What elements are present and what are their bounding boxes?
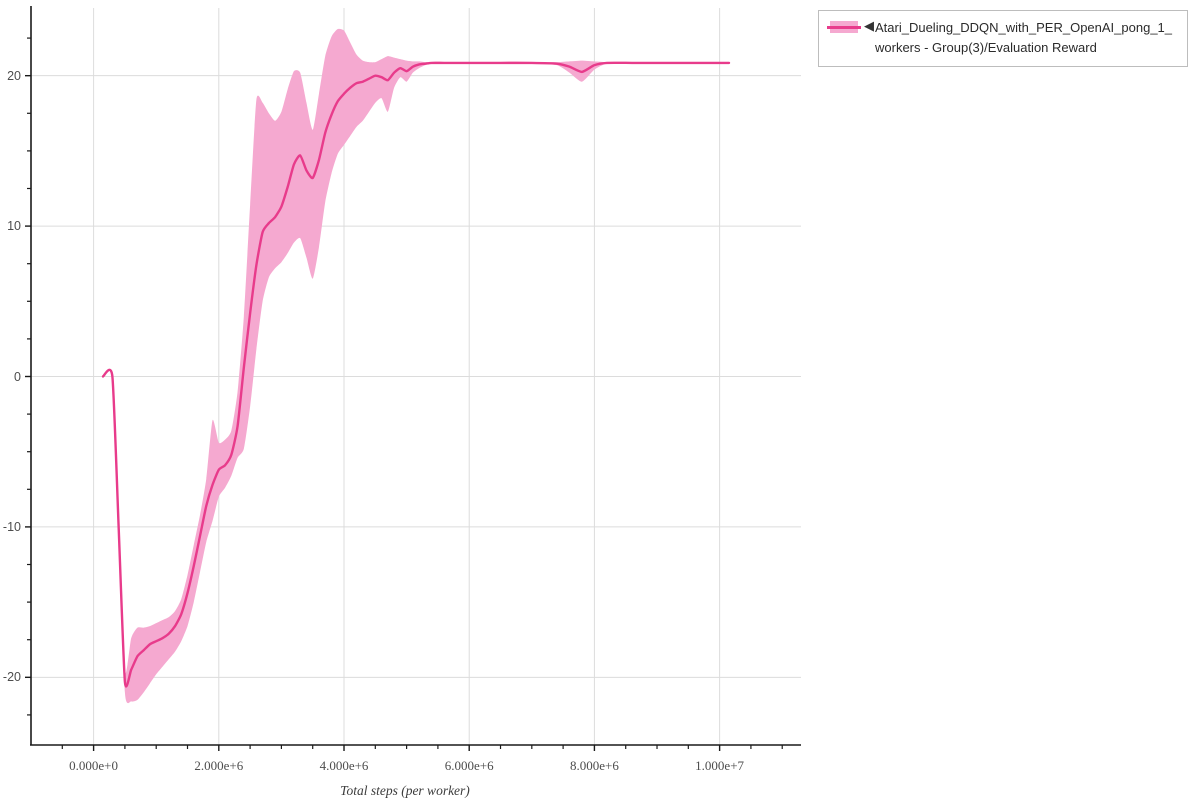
- legend-entry[interactable]: ◀ Atari_Dueling_DDQN_with_PER_OpenAI_pon…: [827, 18, 1179, 58]
- plot-area: [25, 6, 801, 751]
- mean-line: [101, 61, 731, 688]
- x-axis-title: Total steps (per worker): [340, 783, 470, 798]
- legend-left-triangle-icon: ◀: [864, 18, 874, 33]
- axis-ticks: [25, 37, 783, 751]
- evaluation-reward-line-chart: [25, 6, 801, 751]
- y-tick-label: 0: [14, 369, 21, 384]
- x-tick-label: 8.000e+6: [569, 758, 619, 773]
- confidence-band: [102, 28, 730, 704]
- y-tick-label: 20: [7, 68, 21, 83]
- y-tick-label: -20: [2, 670, 21, 685]
- legend-line-swatch: [827, 26, 861, 29]
- gridlines: [31, 8, 801, 745]
- legend-swatch: [827, 19, 861, 35]
- y-tick-label: 10: [7, 219, 21, 234]
- x-tick-label: 2.000e+6: [194, 758, 244, 773]
- chart-legend[interactable]: ◀ Atari_Dueling_DDQN_with_PER_OpenAI_pon…: [818, 10, 1188, 68]
- x-tick-label: 4.000e+6: [319, 758, 369, 773]
- y-tick-label: -10: [2, 519, 21, 534]
- x-tick-label: 1.000e+7: [695, 758, 745, 773]
- x-tick-label: 6.000e+6: [444, 758, 494, 773]
- x-tick-label: 0.000e+0: [69, 758, 119, 773]
- legend-entry-label: Atari_Dueling_DDQN_with_PER_OpenAI_pong_…: [875, 20, 1173, 56]
- legend-text: ◀ Atari_Dueling_DDQN_with_PER_OpenAI_pon…: [861, 18, 1179, 58]
